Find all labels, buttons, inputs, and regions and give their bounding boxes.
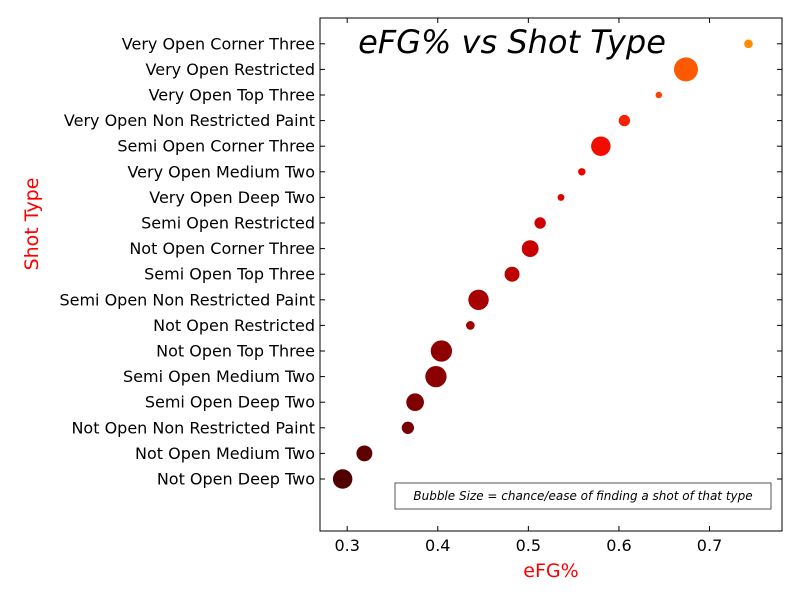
y-tick-label: Not Open Restricted bbox=[153, 316, 315, 335]
bubble bbox=[744, 39, 753, 49]
y-tick-label: Semi Open Corner Three bbox=[117, 137, 315, 156]
annotation-box: Bubble Size = chance/ease of finding a s… bbox=[394, 482, 772, 510]
x-tick-label: 0.6 bbox=[606, 536, 631, 555]
x-tick-label: 0.4 bbox=[425, 536, 450, 555]
plot-frame bbox=[319, 17, 783, 532]
bubble bbox=[534, 217, 546, 229]
bubble bbox=[430, 340, 453, 362]
bubble bbox=[521, 240, 539, 257]
bubble bbox=[618, 114, 631, 127]
y-tick-label: Not Open Medium Two bbox=[135, 444, 315, 463]
y-tick-label: Not Open Non Restricted Paint bbox=[71, 418, 315, 437]
bubble bbox=[578, 168, 586, 176]
bubble bbox=[425, 365, 447, 388]
plot-area bbox=[319, 17, 783, 532]
x-axis-label: eFG% bbox=[523, 560, 578, 582]
y-tick-label: Very Open Corner Three bbox=[122, 34, 315, 53]
y-tick-label: Semi Open Deep Two bbox=[145, 393, 315, 412]
bubble bbox=[673, 57, 698, 82]
x-axis: 0.3 0.4 0.5 0.6 0.7 bbox=[334, 18, 722, 555]
bubble bbox=[468, 289, 489, 310]
bubble bbox=[655, 91, 663, 99]
x-tick-label: 0.3 bbox=[334, 536, 359, 555]
bubble bbox=[356, 445, 373, 462]
bubble bbox=[591, 136, 611, 156]
y-tick-label: Semi Open Non Restricted Paint bbox=[59, 290, 315, 309]
y-tick-label: Semi Open Restricted bbox=[141, 214, 315, 233]
y-tick-label: Semi Open Top Three bbox=[144, 265, 315, 284]
x-tick-label: 0.7 bbox=[697, 536, 722, 555]
bubble bbox=[401, 421, 415, 434]
bubble bbox=[504, 266, 520, 282]
y-tick-label: Very Open Non Restricted Paint bbox=[64, 111, 315, 130]
bubbles bbox=[332, 39, 753, 489]
y-tick-label: Very Open Medium Two bbox=[127, 162, 315, 181]
annotation-text: Bubble Size = chance/ease of finding a s… bbox=[413, 489, 752, 503]
y-axis: Not Open Deep Two Not Open Medium Two Not … bbox=[59, 34, 782, 489]
chart-title: eFG% vs Shot Type bbox=[358, 23, 666, 61]
bubble bbox=[466, 321, 475, 330]
y-axis-label: Shot Type bbox=[21, 178, 43, 271]
annotation-frame bbox=[394, 482, 772, 510]
bubble bbox=[557, 193, 565, 201]
y-tick-label: Semi Open Medium Two bbox=[123, 367, 315, 386]
y-tick-label: Not Open Corner Three bbox=[129, 239, 315, 258]
bubble bbox=[406, 393, 424, 412]
bubble bbox=[332, 469, 353, 489]
y-tick-label: Very Open Restricted bbox=[146, 60, 315, 79]
y-tick-label: Not Open Deep Two bbox=[157, 470, 315, 489]
y-tick-label: Very Open Top Three bbox=[149, 86, 315, 105]
y-tick-label: Very Open Deep Two bbox=[149, 188, 315, 207]
x-tick-label: 0.5 bbox=[516, 536, 541, 555]
y-tick-label: Not Open Top Three bbox=[156, 342, 315, 361]
